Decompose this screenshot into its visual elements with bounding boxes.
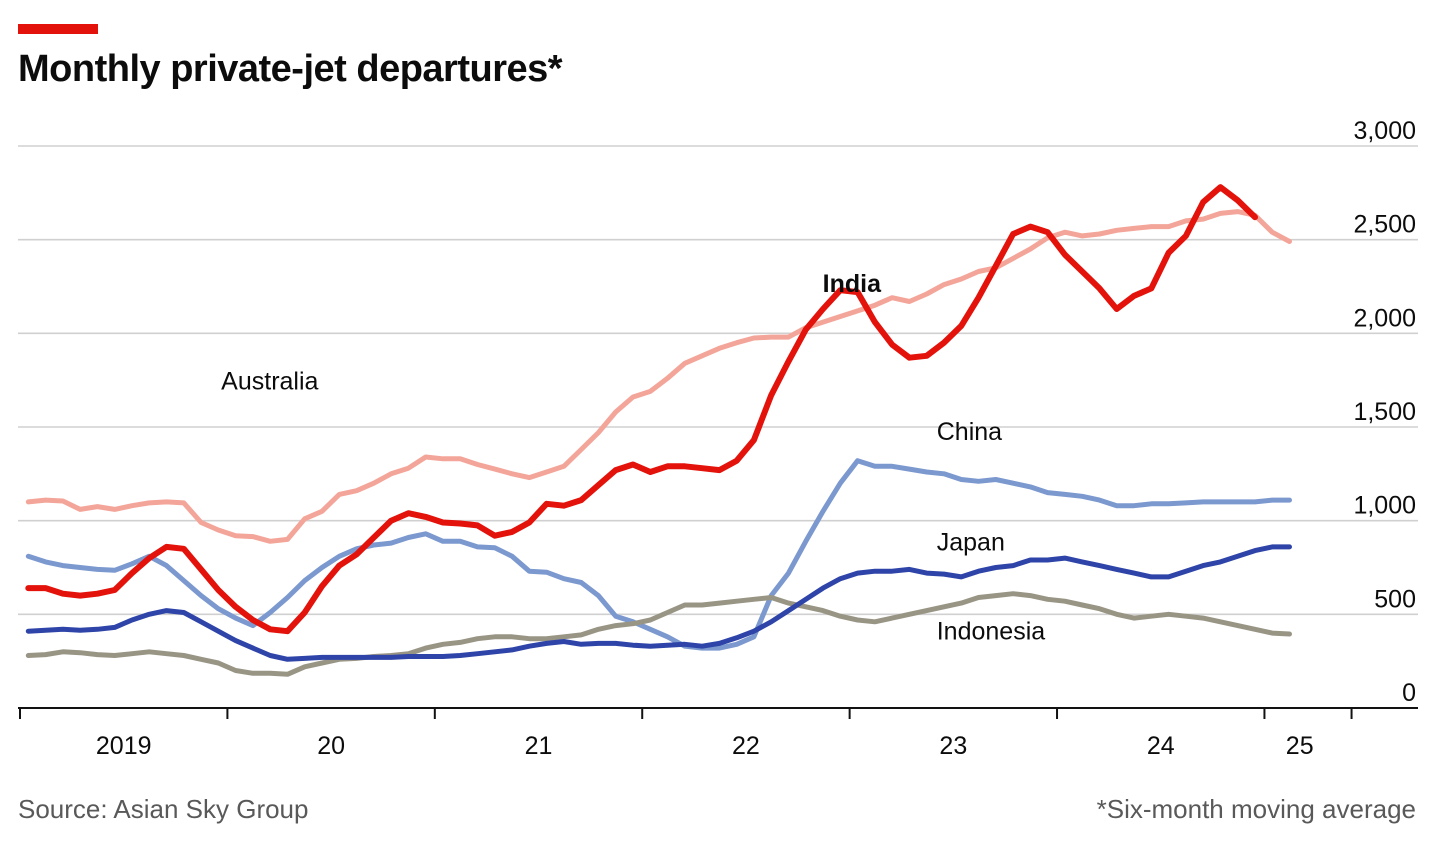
header-accent-bar	[18, 24, 98, 34]
series-line-indonesia	[25, 591, 1292, 677]
y-tick-label: 1,000	[1353, 492, 1416, 520]
series-label-japan: Japan	[937, 529, 1005, 557]
y-axis-labels: 0 500 1,000 1,500 2,000 2,500 3,000	[1353, 117, 1416, 707]
series-labels: Australia China Indonesia Japan India	[221, 270, 1045, 646]
x-tick-label: 24	[1147, 732, 1175, 760]
x-tick-label: 21	[525, 732, 553, 760]
x-tick-label: 2019	[96, 732, 152, 760]
y-tick-label: 2,000	[1353, 304, 1416, 332]
y-tick-label: 500	[1374, 585, 1416, 613]
series-label-indonesia: Indonesia	[937, 618, 1046, 646]
y-tick-label: 0	[1402, 679, 1416, 707]
x-tick-label: 22	[732, 732, 760, 760]
y-tick-label: 2,500	[1353, 211, 1416, 239]
x-tick-label: 20	[317, 732, 345, 760]
series-line-china	[25, 458, 1292, 651]
footnote: *Six-month moving average	[1096, 794, 1416, 824]
y-tick-label: 3,000	[1353, 117, 1416, 145]
series-label-china: China	[937, 418, 1002, 446]
series-line-india	[25, 184, 1258, 635]
series-label-australia: Australia	[221, 368, 318, 396]
series-line-australia	[25, 209, 1292, 544]
series-label-india: India	[823, 270, 882, 298]
series-lines	[25, 184, 1292, 677]
x-tick-label: 23	[939, 732, 967, 760]
x-tick-label: 25	[1286, 732, 1314, 760]
source-note: Source: Asian Sky Group	[18, 794, 309, 824]
x-axis: 2019 20 21 22 23 24 25	[18, 707, 1418, 760]
chart-title: Monthly private-jet departures*	[18, 48, 563, 90]
series-line-japan	[25, 544, 1292, 662]
y-tick-label: 1,500	[1353, 398, 1416, 426]
